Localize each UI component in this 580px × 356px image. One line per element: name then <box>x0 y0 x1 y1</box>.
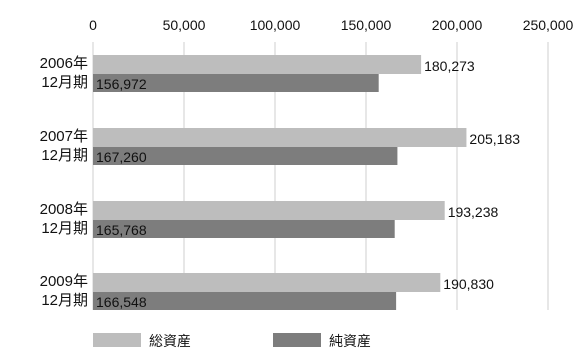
bars <box>93 55 467 310</box>
category-label-0-line-0: 2006年 <box>40 55 88 72</box>
data-label-junshisan-1: 167,260 <box>96 149 147 165</box>
data-label-sohshisan-1: 205,183 <box>469 131 520 147</box>
category-label-1-line-0: 2007年 <box>40 128 88 145</box>
legend-item-sohshisan-swatch <box>93 333 141 347</box>
bar-sohshisan-3 <box>93 273 441 292</box>
bar-sohshisan-1 <box>93 128 467 147</box>
data-label-junshisan-2: 165,768 <box>96 222 147 238</box>
data-label-sohshisan-0: 180,273 <box>424 58 475 74</box>
x-tick-label-5: 250,000 <box>523 17 574 33</box>
x-tick-label-1: 50,000 <box>163 17 206 33</box>
x-tick-label-3: 150,000 <box>341 17 392 33</box>
category-label-3-line-0: 2009年 <box>40 273 88 290</box>
data-label-junshisan-3: 166,548 <box>96 294 147 310</box>
category-label-2-line-1: 12月期 <box>41 220 88 237</box>
data-label-sohshisan-2: 193,238 <box>448 204 499 220</box>
data-labels: 180,273 156,972 205,183 167,260 193,238 165,7… <box>96 58 520 310</box>
category-label-2-line-0: 2008年 <box>40 201 88 218</box>
x-tick-label-4: 200,000 <box>432 17 483 33</box>
category-label-0-line-1: 12月期 <box>41 74 88 91</box>
bar-junshisan-1 <box>93 147 398 165</box>
x-axis-ticks: 0 50,000 100,000 150,000 200,000 250,000 <box>89 17 573 33</box>
x-tick-label-0: 0 <box>89 17 97 33</box>
legend-item-sohshisan-label: 総資産 <box>149 333 191 349</box>
legend-item-junshisan-swatch <box>273 333 321 347</box>
data-label-sohshisan-3: 190,830 <box>443 276 494 292</box>
bar-sohshisan-0 <box>93 55 422 74</box>
data-label-junshisan-0: 156,972 <box>96 76 147 92</box>
category-labels: 2006年 12月期 2007年 12月期 2008年 12月期 2009年 12月期 <box>40 55 88 309</box>
category-label-3-line-1: 12月期 <box>41 292 88 309</box>
bar-sohshisan-2 <box>93 201 445 220</box>
bar-junshisan-3 <box>93 292 397 310</box>
bar-junshisan-0 <box>93 74 379 92</box>
bar-junshisan-2 <box>93 220 395 238</box>
legend: 総資産 純資産 <box>93 333 371 349</box>
legend-item-junshisan-label: 純資産 <box>329 333 371 349</box>
category-label-1-line-1: 12月期 <box>41 147 88 164</box>
x-tick-label-2: 100,000 <box>250 17 301 33</box>
